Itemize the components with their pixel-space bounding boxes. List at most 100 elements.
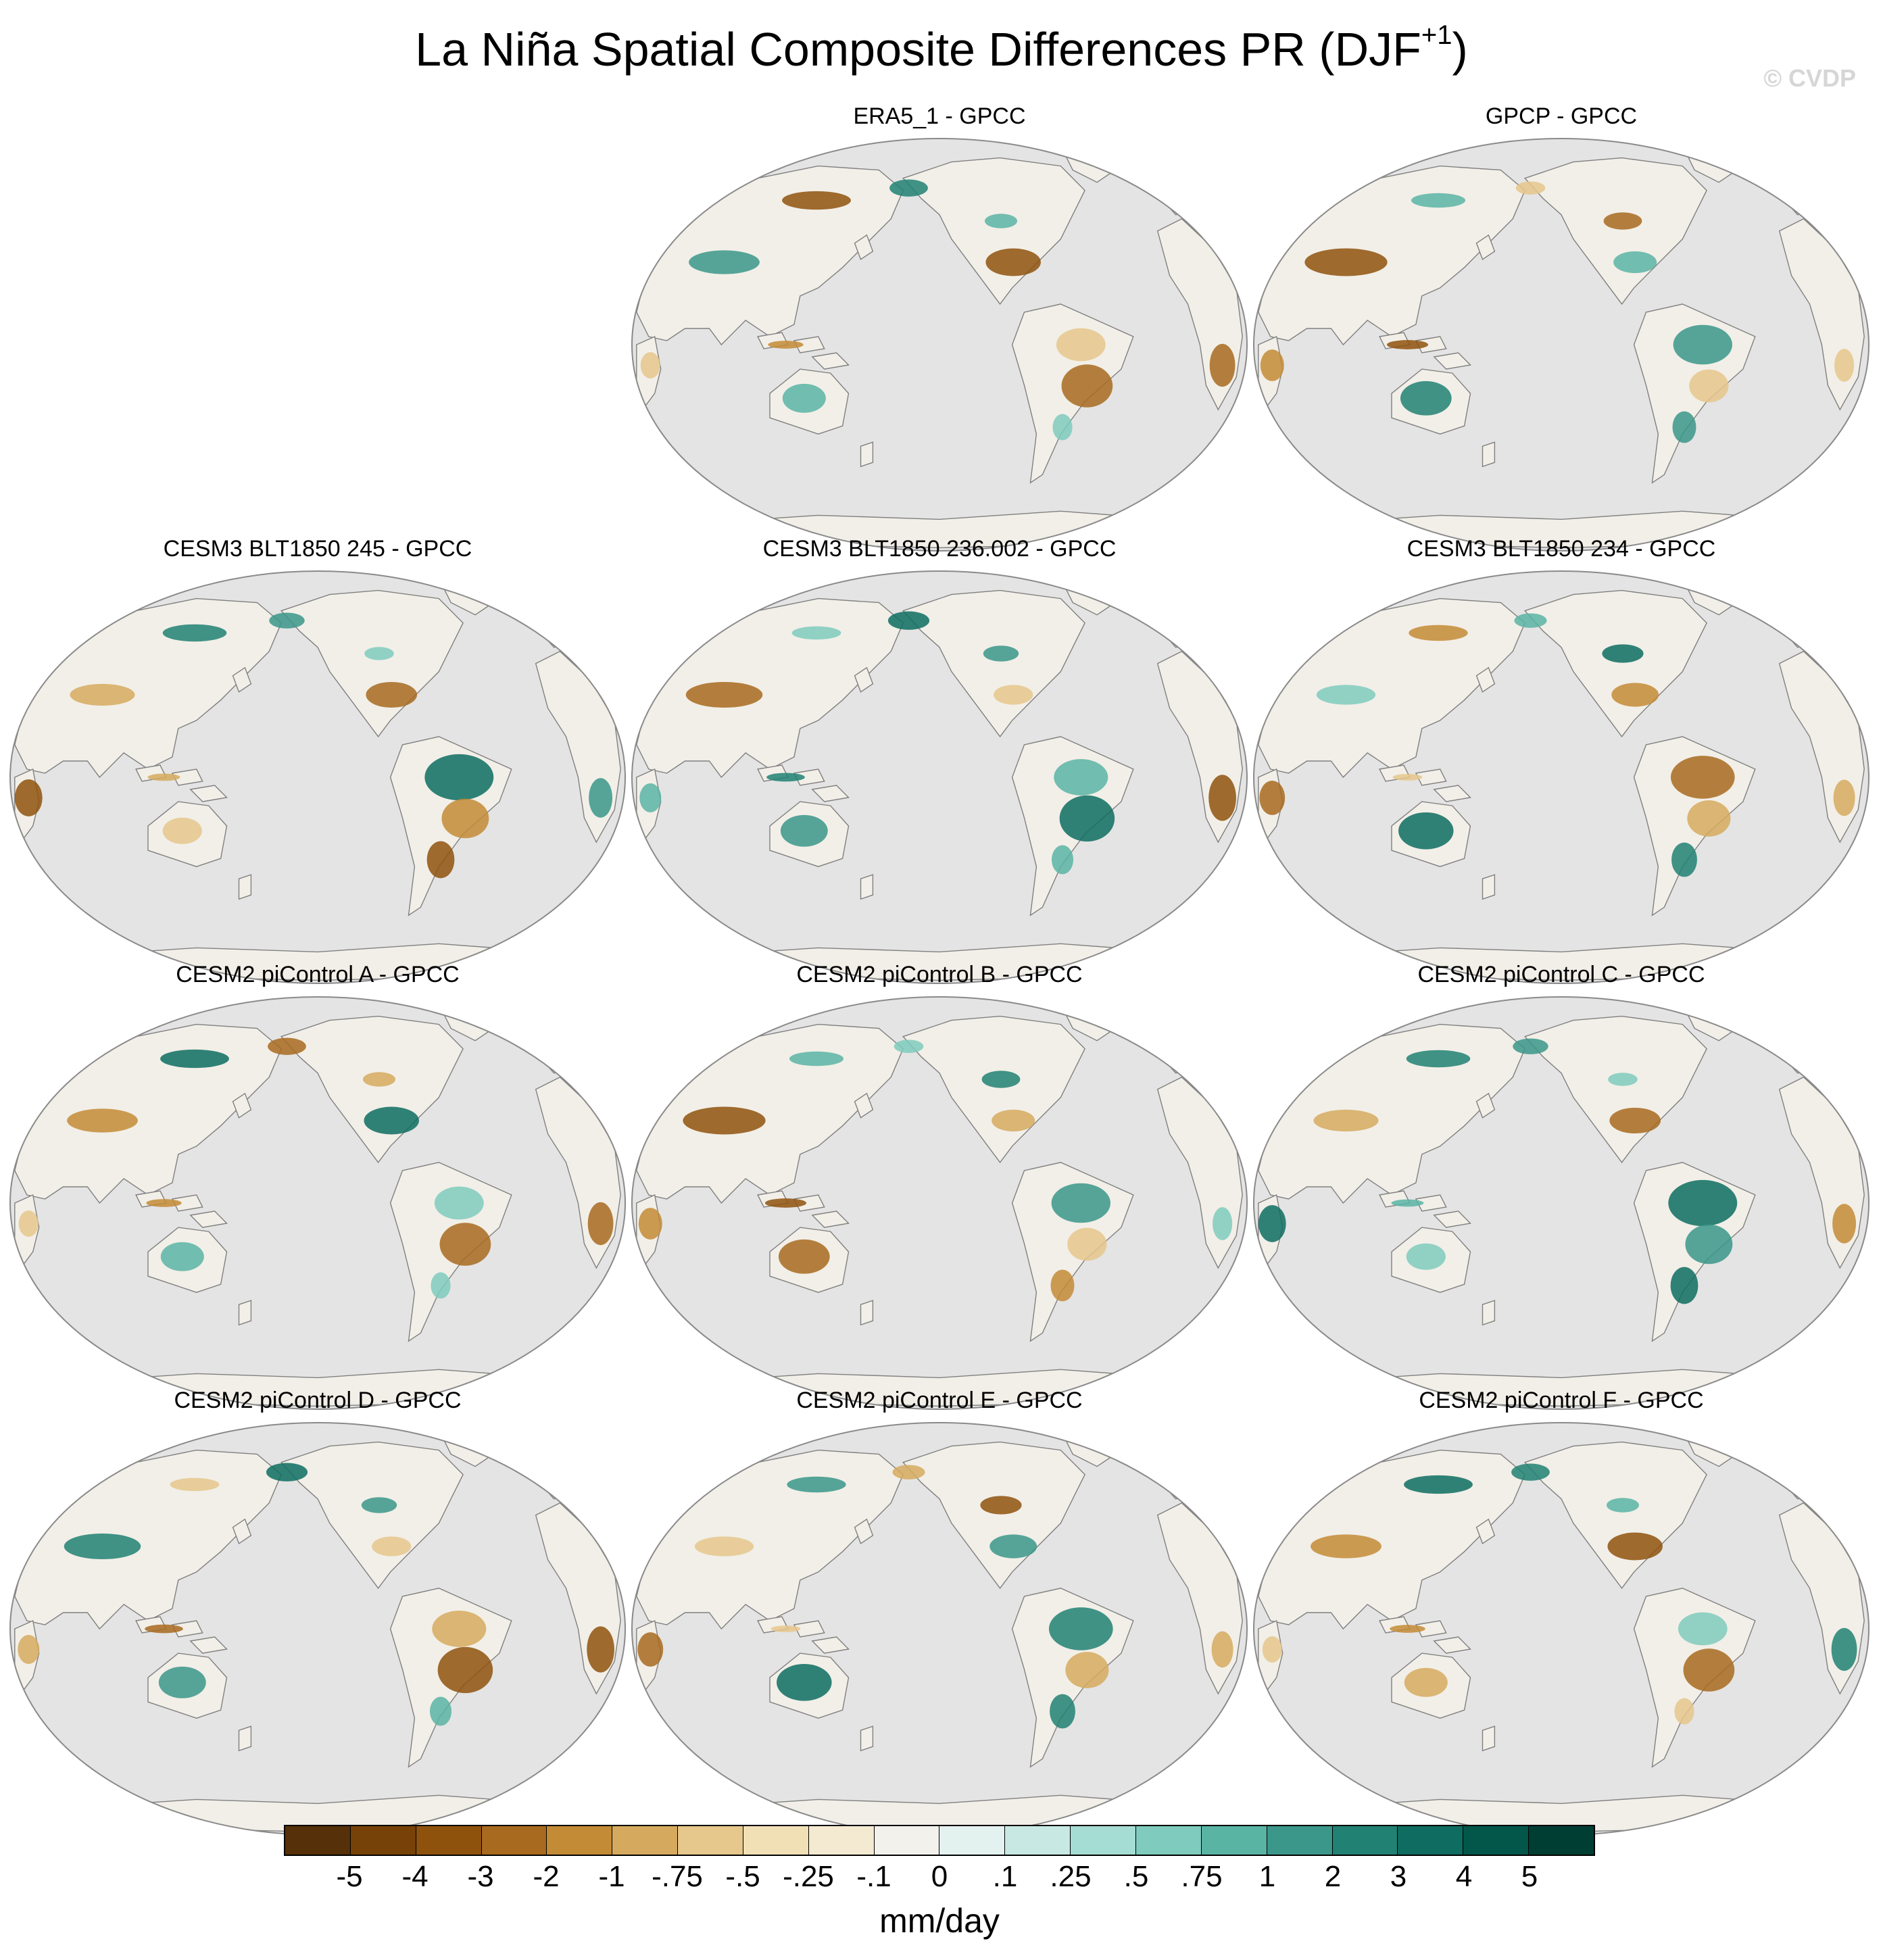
- robinson-map: [1253, 138, 1869, 552]
- colorbar-tick-label: .25: [1050, 1860, 1092, 1893]
- precip-anomaly-patch: [432, 1611, 487, 1647]
- precip-anomaly-patch: [989, 1534, 1037, 1559]
- colorbar-swatch: [1332, 1826, 1398, 1855]
- map-panel: CESM3 BLT1850 234 - GPCC: [1250, 534, 1872, 1007]
- precip-anomaly-patch: [426, 841, 455, 879]
- precip-anomaly-patch: [780, 814, 828, 847]
- colorbar-tick-label: 1: [1258, 1860, 1276, 1893]
- precip-anomaly-patch: [1056, 328, 1106, 362]
- precip-anomaly-patch: [1409, 624, 1468, 641]
- precip-anomaly-patch: [1061, 364, 1113, 408]
- landmass-north-america: [280, 1441, 464, 1590]
- precip-anomaly-patch: [1670, 756, 1735, 799]
- precip-anomaly-patch: [424, 754, 494, 801]
- landmass-japan: [1475, 1092, 1496, 1119]
- colorbar-swatch: [1398, 1826, 1464, 1855]
- colorbar-tick-label: -3: [467, 1860, 494, 1893]
- precip-anomaly-patch: [1608, 1073, 1638, 1086]
- precip-anomaly-patch: [587, 1626, 614, 1673]
- precip-anomaly-patch: [984, 214, 1018, 228]
- precip-anomaly-patch: [366, 681, 418, 708]
- colorbar-tick-label: -2: [533, 1860, 560, 1893]
- map-panel: CESM2 piControl C - GPCC: [1250, 960, 1872, 1433]
- precip-anomaly-patch: [147, 773, 180, 781]
- precip-anomaly-patch: [894, 1039, 924, 1053]
- colorbar-swatch: [1071, 1826, 1136, 1855]
- precip-anomaly-patch: [1391, 1199, 1424, 1207]
- precip-anomaly-patch: [1051, 845, 1074, 875]
- precip-anomaly-patch: [160, 1242, 204, 1271]
- landmass-north-america: [280, 1015, 464, 1164]
- precip-anomaly-patch: [170, 1477, 220, 1492]
- precip-anomaly-patch: [980, 1496, 1022, 1515]
- landmass-maritime2: [171, 1194, 203, 1212]
- landmass-japan: [232, 1092, 252, 1119]
- robinson-map: [631, 570, 1248, 984]
- precip-anomaly-patch: [771, 1625, 801, 1632]
- precip-anomaly-patch: [1316, 685, 1376, 705]
- precip-anomaly-patch: [431, 1272, 451, 1299]
- landmass-maritime2: [1415, 1620, 1447, 1638]
- precip-anomaly-patch: [1404, 1667, 1448, 1697]
- landmass-new-zealand: [860, 441, 874, 468]
- colorbar-tick-label: -4: [401, 1860, 429, 1893]
- precip-anomaly-patch: [1609, 1107, 1661, 1134]
- precip-anomaly-patch: [589, 778, 613, 818]
- landmass-maritime2: [793, 1194, 825, 1212]
- precip-anomaly-patch: [1602, 644, 1644, 663]
- precip-anomaly-patch: [1672, 411, 1696, 443]
- precip-anomaly-patch: [162, 817, 202, 844]
- precip-anomaly-patch: [1054, 759, 1108, 795]
- landmass-japan: [1475, 666, 1496, 693]
- precip-anomaly-patch: [1833, 779, 1855, 816]
- precip-anomaly-patch: [266, 1463, 308, 1481]
- colorbar-swatch: [743, 1826, 809, 1855]
- map-panel: CESM2 piControl F - GPCC: [1250, 1386, 1872, 1859]
- landmass-new-zealand: [238, 874, 252, 900]
- landmass-new-guinea: [811, 352, 850, 370]
- precip-anomaly-patch: [439, 1223, 491, 1266]
- precip-anomaly-patch: [683, 1106, 766, 1135]
- landmass-north-america: [902, 589, 1085, 738]
- precip-anomaly-patch: [587, 1202, 614, 1246]
- precip-anomaly-patch: [791, 626, 841, 640]
- copyright-watermark: © CVDP: [1763, 64, 1856, 92]
- colorbar-swatch: [285, 1826, 351, 1855]
- colorbar-swatch: [939, 1826, 1006, 1855]
- precip-anomaly-patch: [268, 1037, 306, 1055]
- precip-anomaly-patch: [637, 1632, 664, 1667]
- title-superscript: +1: [1421, 20, 1452, 50]
- colorbar-tick-label: 2: [1324, 1860, 1342, 1893]
- panel-title: CESM3 BLT1850 245 - GPCC: [163, 536, 472, 562]
- precip-anomaly-patch: [782, 191, 851, 210]
- precip-anomaly-patch: [14, 779, 43, 816]
- colorbar-tick-label: -5: [336, 1860, 363, 1893]
- colorbar-tick-label: -1: [598, 1860, 625, 1893]
- precip-anomaly-patch: [782, 383, 826, 413]
- colorbar-swatch: [1529, 1826, 1594, 1855]
- precip-anomaly-patch: [1209, 343, 1236, 387]
- panel-title: CESM2 piControl C - GPCC: [1417, 962, 1705, 987]
- landmass-maritime2: [1415, 1194, 1447, 1212]
- title-main: La Niña Spatial Composite Differences PR…: [415, 23, 1421, 76]
- precip-anomaly-patch: [1685, 1224, 1733, 1265]
- colorbar-tick-label: -.25: [783, 1860, 834, 1893]
- precip-anomaly-patch: [364, 1106, 419, 1135]
- landmass-north-america: [902, 1441, 1085, 1590]
- precip-anomaly-patch: [983, 645, 1019, 662]
- landmass-north-america: [902, 1015, 1085, 1164]
- precip-anomaly-patch: [887, 611, 930, 630]
- precip-anomaly-patch: [1406, 1243, 1446, 1270]
- map-panel: GPCP - GPCC: [1250, 101, 1872, 574]
- precip-anomaly-patch: [1673, 324, 1732, 365]
- landmass-north-america: [902, 157, 1085, 305]
- landmass-new-zealand: [860, 1725, 874, 1752]
- landmass-maritime2: [793, 768, 825, 786]
- precip-anomaly-patch: [437, 1646, 493, 1694]
- landmass-north-america: [1523, 589, 1707, 738]
- precip-anomaly-patch: [778, 1239, 830, 1274]
- landmass-north-america: [1523, 1015, 1707, 1164]
- landmass-new-zealand: [1482, 874, 1496, 900]
- landmass-new-guinea: [1433, 785, 1471, 802]
- robinson-map: [631, 138, 1248, 552]
